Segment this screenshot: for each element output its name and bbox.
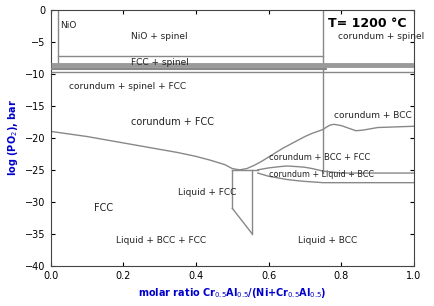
Text: corundum + spinel: corundum + spinel: [337, 32, 423, 41]
Text: corundum + BCC: corundum + BCC: [333, 111, 411, 120]
Text: FCC + spinel: FCC + spinel: [130, 58, 188, 67]
Text: NiO + spinel: NiO + spinel: [130, 32, 187, 41]
Text: corundum + Liquid + BCC: corundum + Liquid + BCC: [268, 170, 373, 180]
Text: T= 1200 °C: T= 1200 °C: [328, 17, 406, 30]
Text: corundum + spinel + FCC: corundum + spinel + FCC: [69, 82, 185, 91]
Text: corundum + BCC + FCC: corundum + BCC + FCC: [268, 152, 369, 162]
Text: Liquid + BCC + FCC: Liquid + BCC + FCC: [116, 236, 206, 245]
Text: Liquid + FCC: Liquid + FCC: [178, 188, 236, 197]
Text: FCC: FCC: [94, 203, 113, 213]
Text: Liquid + BCC: Liquid + BCC: [297, 236, 356, 245]
X-axis label: molar ratio Cr$_{0.5}$Al$_{0.5}$/(Ni+Cr$_{0.5}$Al$_{0.5}$): molar ratio Cr$_{0.5}$Al$_{0.5}$/(Ni+Cr$…: [138, 286, 326, 300]
Y-axis label: log (PO$_2$), bar: log (PO$_2$), bar: [6, 99, 20, 176]
Text: NiO: NiO: [59, 21, 76, 30]
Text: corundum + FCC: corundum + FCC: [130, 117, 213, 127]
